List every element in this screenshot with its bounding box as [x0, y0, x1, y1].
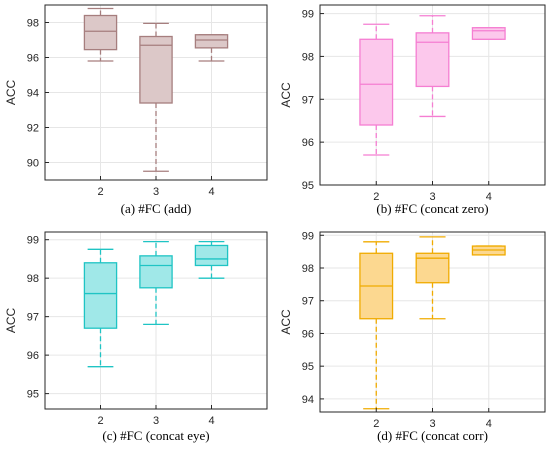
y-tick-label: 95	[302, 361, 314, 373]
chart-panel-d: 94 95 96 97 98 99 2 3 4 ACC (d) #FC (concat corr)	[279, 230, 546, 443]
box-iqr	[139, 35, 173, 104]
panel-label: (b)	[376, 201, 394, 216]
box-iqr	[83, 14, 118, 51]
y-tick-label: 97	[302, 94, 314, 106]
y-tick-label: 98	[302, 51, 314, 63]
y-tick-label: 94	[302, 394, 314, 406]
y-tick-label: 90	[27, 158, 39, 170]
x-tick-label: 2	[97, 186, 103, 198]
chart-panel-a: 90 92 94 96 98 2 3 4 ACC (a) #FC (add)	[4, 4, 268, 216]
x-tick-label: 4	[486, 191, 492, 203]
panel-label: (a)	[121, 201, 139, 216]
y-tick-label: 96	[302, 328, 314, 340]
y-tick-label: 97	[302, 296, 314, 308]
y-tick-label: 92	[27, 123, 39, 135]
box-iqr	[471, 27, 506, 40]
caption-text: #FC (add)	[138, 201, 191, 216]
caption-text: #FC (concat eye)	[120, 428, 210, 443]
panel-caption: (d) #FC (concat corr)	[377, 428, 488, 443]
box-3	[139, 240, 173, 325]
y-axis-label: ACC	[4, 80, 18, 106]
y-tick-label: 98	[302, 263, 314, 275]
y-tick-label: 97	[27, 312, 39, 324]
y-tick-label: 98	[27, 18, 39, 30]
x-tick-label: 3	[429, 418, 435, 430]
box-3	[139, 22, 173, 172]
caption-text: #FC (concat zero)	[395, 201, 489, 216]
box-4	[194, 240, 229, 279]
panel-caption: (c) #FC (concat eye)	[102, 428, 209, 443]
y-axis-label: ACC	[279, 309, 293, 335]
box-iqr	[415, 32, 450, 88]
y-tick-label: 96	[27, 350, 39, 362]
chart-panel-b: 95 96 97 98 99 2 3 4 ACC (b) #FC (concat zero)	[279, 4, 546, 216]
box-iqr	[194, 244, 229, 267]
caption-text: #FC (concat corr)	[396, 428, 488, 443]
y-tick-label: 96	[27, 53, 39, 65]
x-tick-label: 4	[486, 418, 492, 430]
x-tick-label: 3	[429, 191, 435, 203]
box-iqr	[194, 34, 229, 49]
y-tick-label: 94	[27, 88, 39, 100]
box-2	[83, 248, 118, 368]
box-iqr	[83, 262, 118, 329]
x-tick-label: 3	[153, 186, 159, 198]
chart-panel-c: 95 96 97 98 99 2 3 4 ACC (c) #FC (concat eye)	[4, 231, 268, 443]
y-axis-label: ACC	[4, 308, 18, 334]
panel-label: (c)	[102, 428, 120, 443]
panel-caption: (b) #FC (concat zero)	[376, 201, 488, 216]
panel-label: (d)	[377, 428, 395, 443]
y-tick-label: 99	[302, 230, 314, 242]
x-tick-label: 2	[97, 415, 103, 427]
x-tick-label: 4	[208, 415, 214, 427]
y-axis-label: ACC	[279, 82, 293, 108]
box-iqr	[139, 255, 173, 289]
y-tick-label: 99	[302, 9, 314, 21]
box-2	[83, 7, 118, 62]
y-tick-label: 95	[27, 389, 39, 401]
y-tick-label: 98	[27, 273, 39, 285]
box-2	[359, 23, 394, 156]
box-3	[415, 236, 450, 320]
box-4	[471, 27, 506, 40]
box-iqr	[359, 38, 394, 126]
box-4	[194, 34, 229, 62]
x-tick-label: 2	[373, 191, 379, 203]
box-3	[415, 15, 450, 118]
x-tick-label: 3	[153, 415, 159, 427]
panel-caption: (a) #FC (add)	[121, 201, 192, 216]
box-2	[359, 241, 394, 410]
box-4	[471, 245, 506, 256]
y-tick-label: 96	[302, 137, 314, 149]
x-tick-label: 4	[208, 186, 214, 198]
x-tick-label: 2	[373, 418, 379, 430]
y-tick-label: 99	[27, 235, 39, 247]
y-tick-label: 95	[302, 180, 314, 192]
